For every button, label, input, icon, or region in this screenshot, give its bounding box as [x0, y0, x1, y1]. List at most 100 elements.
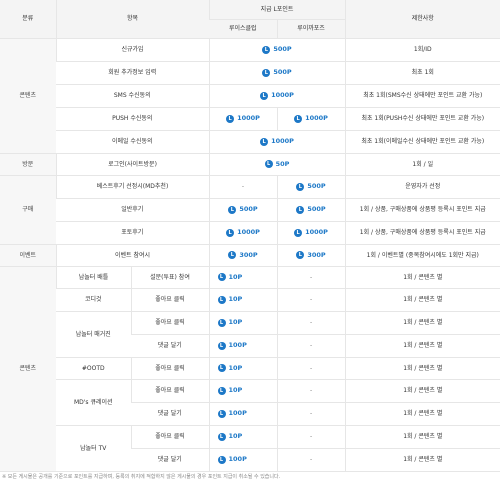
- item-label: 포토후기: [56, 221, 210, 245]
- limit-cell: 1회 / 상품, 구매상품에 상품평 등록시 포인트 지급: [344, 198, 500, 222]
- limit-cell: 최초 1회(이메일수신 상태에만 포인트 교환 가능): [344, 130, 500, 154]
- item-label: 일반후기: [56, 198, 210, 222]
- header-item: 항목: [55, 0, 210, 39]
- table-row: 콘텐츠 남놀터 배틀 설문(투표) 참여 L 10P - 1회 / 콘텐츠 별: [0, 266, 500, 472]
- sub-label: 좋아요 클릭: [130, 311, 210, 335]
- limit-cell: 1회/ID: [344, 38, 500, 62]
- header-limit: 제한사항: [344, 0, 500, 39]
- point-icon: L: [217, 432, 226, 441]
- limit-cell: 운영자가 선정: [344, 175, 500, 199]
- points-cell: L 500P: [208, 38, 346, 62]
- group-label: 남놀터 매거진: [56, 311, 131, 358]
- limit-cell: 1회 / 콘텐츠 별: [344, 357, 500, 380]
- point-icon: L: [217, 295, 226, 304]
- category-purchase: 구매: [0, 175, 56, 245]
- table-row: 회원 추가정보 입력 L 500P 최초 1회: [0, 61, 500, 85]
- club-points: L 10P: [208, 357, 278, 380]
- cafe-points: L 500P: [276, 198, 346, 222]
- cafe-points: L 500P: [276, 175, 346, 199]
- point-icon: L: [262, 45, 271, 54]
- sub-label: 좋아요 클릭: [130, 379, 210, 403]
- group-label: 코디것: [56, 288, 131, 312]
- point-icon: L: [296, 251, 305, 259]
- table-row: 남놀터 매거진 좋아요 클릭 L 10P - 1회 / 콘텐츠 별: [0, 311, 500, 358]
- sub-label: 좋아요 클릭: [130, 425, 210, 449]
- points-cell: L 1000P: [208, 130, 346, 154]
- category-event: 이벤트: [0, 244, 56, 267]
- point-icon: L: [217, 273, 226, 281]
- table-row: PUSH 수신동의 L 1000P L 1000P 최초 1회(PUSH수신 상태에…: [0, 107, 500, 131]
- cafe-points: L 300P: [276, 244, 346, 267]
- cafe-points: -: [276, 448, 346, 472]
- category-visit: 방문: [0, 153, 56, 176]
- club-points: L 500P: [208, 198, 278, 222]
- group-label: 남놀터 배틀: [55, 266, 131, 289]
- point-icon: L: [217, 455, 226, 464]
- limit-cell: 1회 / 콘텐츠 별: [344, 266, 500, 289]
- item-label: 회원 추가정보 입력: [56, 61, 210, 85]
- cafe-points: -: [276, 266, 346, 289]
- club-points: L 1000P: [208, 107, 278, 131]
- club-points: L 100P: [208, 334, 278, 358]
- cafe-points: -: [276, 311, 346, 335]
- sub-label: 설문(투표) 참여: [130, 266, 210, 289]
- item-label: 이메일 수신동의: [56, 130, 210, 154]
- club-points: L 100P: [208, 448, 278, 472]
- sub-label: 좋아요 클릭: [130, 357, 210, 380]
- club-points: L 10P: [208, 311, 278, 335]
- points-cell: L 50P: [208, 153, 346, 176]
- item-label: 이벤트 참여시: [55, 244, 210, 267]
- points-cell: L 500P: [208, 61, 346, 85]
- point-icon: L: [294, 228, 303, 237]
- points-cell: L 1000P: [208, 84, 346, 108]
- table-row: 콘텐츠 신규가입 L 500P 1회/ID: [0, 38, 500, 154]
- sub-label: 댓글 달기: [131, 448, 210, 472]
- table-row: 댓글 달기 L 100P - 1회 / 콘텐츠 별: [0, 448, 500, 472]
- sub-label: 좋아요 클릭: [130, 288, 210, 312]
- category-content-community: 콘텐츠: [0, 266, 56, 472]
- limit-cell: 1회 / 콘텐츠 별: [344, 288, 500, 312]
- point-icon: L: [217, 386, 226, 395]
- point-icon: L: [228, 251, 237, 259]
- item-label: SMS 수신동의: [56, 84, 210, 108]
- item-label: 로그인(사이트방문): [55, 153, 210, 176]
- cafe-points: -: [276, 357, 346, 380]
- table-row: 이벤트 이벤트 참여시 L 300P L 300P 1회 / 이벤트별 (중복참여시…: [0, 244, 500, 267]
- cafe-points: -: [276, 379, 346, 403]
- table-row: SMS 수신동의 L 1000P 최초 1회(SMS수신 상태에만 포인트 교환 …: [0, 84, 500, 108]
- club-points: L 100P: [208, 402, 278, 426]
- club-points: L 300P: [208, 244, 278, 267]
- header-club: 루이스클럽: [209, 19, 278, 39]
- table-row: 남놀터 TV 좋아요 클릭 L 10P - 1회 / 콘텐츠 별: [0, 425, 500, 472]
- limit-cell: 1회 / 이벤트별 (중복참여시에도 1회만 지급): [344, 244, 500, 267]
- club-points: L 10P: [208, 288, 278, 312]
- table-row: 일반후기 L 500P L 500P 1회 / 상품, 구매상품에 상품평 등록시 …: [0, 198, 500, 222]
- table-row: 구매 베스트후기 선정시(MD추천) - L 500P 운영자가 선정: [0, 175, 500, 245]
- club-points: -: [208, 175, 278, 199]
- club-points: L 10P: [208, 266, 278, 289]
- table-row: 포토후기 L 1000P L 1000P 1회 / 상품, 구매상품에 상품평 등록…: [0, 221, 500, 245]
- limit-cell: 1회 / 일: [344, 153, 500, 176]
- point-icon: L: [217, 364, 226, 372]
- table-row: 방문 로그인(사이트방문) L 50P 1회 / 일: [0, 153, 500, 176]
- point-icon: L: [226, 114, 235, 123]
- point-icon: L: [217, 409, 226, 418]
- point-icon: L: [296, 182, 305, 191]
- cafe-points: -: [276, 402, 346, 426]
- sub-label: 댓글 달기: [131, 402, 210, 426]
- table-row: #OOTD 좋아요 클릭 L 10P - 1회 / 콘텐츠 별: [0, 357, 500, 380]
- point-icon: L: [260, 137, 269, 146]
- point-icon: L: [294, 114, 303, 123]
- cafe-points: -: [276, 425, 346, 449]
- point-icon: L: [226, 228, 235, 237]
- cafe-points: L 1000P: [276, 107, 346, 131]
- cafe-points: L 1000P: [276, 221, 346, 245]
- group-label: #OOTD: [56, 357, 131, 380]
- footnote: ※ 모든 게시물은 공개를 기준으로 포인트를 지급하며, 등록의 취지에 적합…: [2, 474, 281, 480]
- header-cafe: 루이까포즈: [276, 19, 346, 39]
- limit-cell: 1회 / 상품, 구매상품에 상품평 등록시 포인트 지급: [344, 221, 500, 245]
- limit-cell: 1회 / 콘텐츠 별: [344, 334, 500, 358]
- club-points: L 10P: [208, 425, 278, 449]
- limit-cell: 최초 1회(PUSH수신 상태에만 포인트 교환 가능): [344, 107, 500, 131]
- limit-cell: 최초 1회: [344, 61, 500, 85]
